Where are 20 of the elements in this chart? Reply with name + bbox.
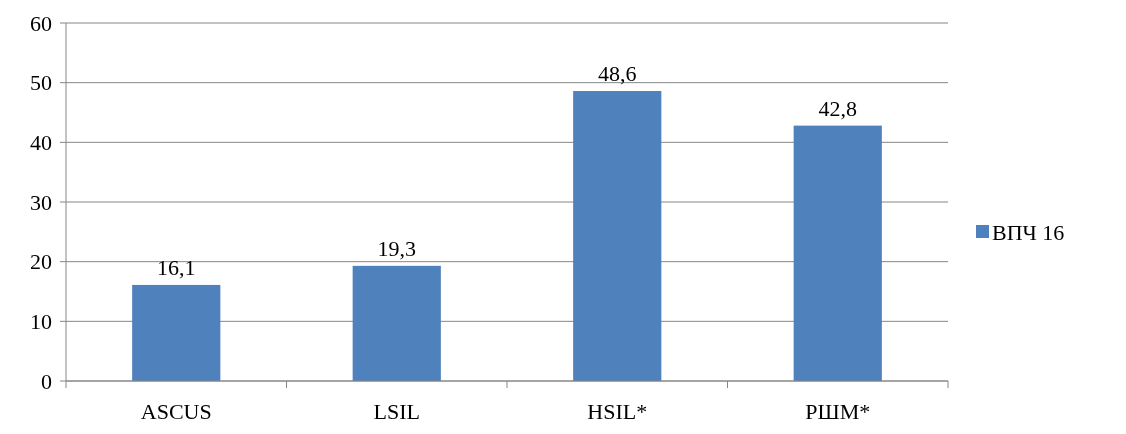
bar	[573, 91, 662, 381]
data-label: 42,8	[818, 95, 857, 121]
bar	[352, 265, 441, 381]
y-tick-label: 40	[30, 130, 52, 156]
y-tick-label: 20	[30, 249, 52, 275]
x-tick-label: LSIL	[373, 399, 420, 424]
y-tick-label: 0	[41, 368, 52, 394]
y-tick-label: 30	[30, 189, 52, 215]
bar	[793, 125, 882, 381]
bar	[132, 284, 221, 381]
data-label: 48,6	[598, 61, 637, 87]
y-tick-label: 60	[30, 10, 52, 36]
y-tick-label: 50	[30, 70, 52, 96]
data-label: 19,3	[377, 235, 416, 261]
y-tick-label: 10	[30, 309, 52, 335]
legend-label: ВПЧ 16	[992, 219, 1065, 245]
x-tick-label: РШМ*	[805, 399, 871, 424]
x-tick-label: HSIL*	[587, 399, 648, 424]
data-label: 16,1	[157, 254, 196, 280]
x-tick-label: ASCUS	[140, 399, 212, 424]
